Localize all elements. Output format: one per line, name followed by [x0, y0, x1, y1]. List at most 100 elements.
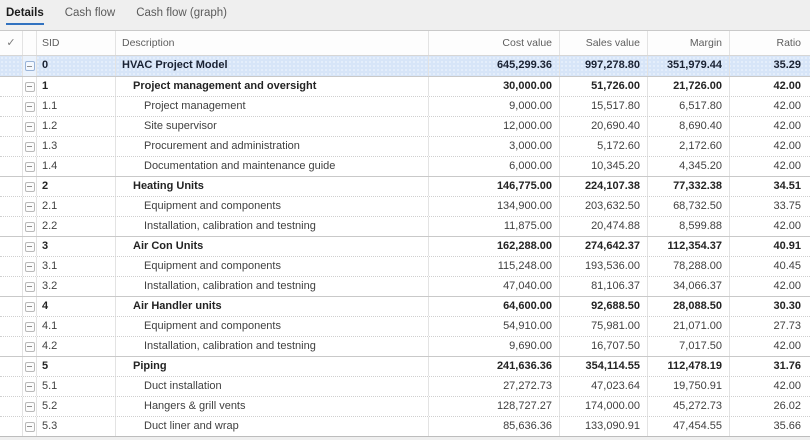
collapse-minus-icon[interactable]	[24, 181, 35, 192]
row-expander-cell[interactable]	[23, 357, 37, 376]
collapse-minus-icon[interactable]	[24, 321, 35, 332]
collapse-minus-icon[interactable]	[24, 221, 35, 232]
row-expander-cell[interactable]	[23, 117, 37, 136]
row-cost-value: 54,910.00	[429, 317, 560, 336]
column-header-sales-value[interactable]: Sales value	[560, 31, 648, 55]
row-expander-cell[interactable]	[23, 337, 37, 356]
collapse-minus-icon[interactable]	[24, 101, 35, 112]
row-ratio: 42.00	[773, 160, 801, 172]
column-header-margin[interactable]: Margin	[648, 31, 730, 55]
row-expander-cell[interactable]	[23, 77, 37, 96]
collapse-minus-icon[interactable]	[24, 341, 35, 352]
tab-cash-flow[interactable]: Cash flow	[65, 0, 116, 23]
row-sid: 5.1	[37, 377, 116, 396]
row-select-cell[interactable]	[0, 277, 23, 296]
row-select-cell[interactable]	[0, 257, 23, 276]
column-header-sid[interactable]: SID	[37, 31, 116, 55]
table-row[interactable]: 5.1 Duct installation 27,272.73 47,023.6…	[0, 376, 810, 396]
row-ratio: 27.73	[773, 320, 801, 332]
row-select-cell[interactable]	[0, 197, 23, 216]
table-row[interactable]: 2.1 Equipment and components 134,900.00 …	[0, 196, 810, 216]
row-select-cell[interactable]	[0, 177, 23, 196]
row-select-cell[interactable]	[0, 117, 23, 136]
table-row[interactable]: 0 HVAC Project Model 645,299.36 997,278.…	[0, 56, 810, 76]
row-expander-cell[interactable]	[23, 197, 37, 216]
row-expander-cell[interactable]	[23, 277, 37, 296]
table-row[interactable]: 4.2 Installation, calibration and testni…	[0, 336, 810, 356]
row-margin: 112,478.19	[648, 357, 730, 376]
tab-cash-flow-graph[interactable]: Cash flow (graph)	[136, 0, 227, 23]
table-row[interactable]: 1.4 Documentation and maintenance guide …	[0, 156, 810, 176]
row-select-cell[interactable]	[0, 56, 23, 76]
row-select-cell[interactable]	[0, 377, 23, 396]
column-header-ratio[interactable]: Ratio	[776, 37, 801, 49]
collapse-minus-icon[interactable]	[24, 241, 35, 252]
row-select-cell[interactable]	[0, 417, 23, 436]
collapse-minus-icon[interactable]	[24, 281, 35, 292]
row-expander-cell[interactable]	[23, 56, 37, 76]
table-row[interactable]: 1 Project management and oversight 30,00…	[0, 76, 810, 96]
row-description: Installation, calibration and testning	[116, 217, 429, 236]
row-description: Site supervisor	[116, 117, 429, 136]
row-select-cell[interactable]	[0, 137, 23, 156]
row-select-cell[interactable]	[0, 77, 23, 96]
row-select-cell[interactable]	[0, 237, 23, 256]
collapse-minus-icon[interactable]	[24, 381, 35, 392]
row-sales-value: 354,114.55	[560, 357, 648, 376]
table-row[interactable]: 2 Heating Units 146,775.00 224,107.38 77…	[0, 176, 810, 196]
table-row[interactable]: 3.1 Equipment and components 115,248.00 …	[0, 256, 810, 276]
row-select-cell[interactable]	[0, 337, 23, 356]
table-row[interactable]: 1.2 Site supervisor 12,000.00 20,690.40 …	[0, 116, 810, 136]
row-expander-cell[interactable]	[23, 297, 37, 316]
table-row[interactable]: 3 Air Con Units 162,288.00 274,642.37 11…	[0, 236, 810, 256]
table-row[interactable]: 2.2 Installation, calibration and testni…	[0, 216, 810, 236]
collapse-minus-icon[interactable]	[24, 81, 35, 92]
row-expander-cell[interactable]	[23, 137, 37, 156]
collapse-minus-icon[interactable]	[24, 121, 35, 132]
column-header-description[interactable]: Description	[116, 31, 429, 55]
row-description: Documentation and maintenance guide	[116, 157, 429, 176]
collapse-minus-icon[interactable]	[24, 261, 35, 272]
collapse-minus-icon[interactable]	[24, 61, 35, 71]
collapse-minus-icon[interactable]	[24, 161, 35, 172]
row-select-cell[interactable]	[0, 397, 23, 416]
collapse-minus-icon[interactable]	[24, 201, 35, 212]
row-expander-cell[interactable]	[23, 217, 37, 236]
row-expander-cell[interactable]	[23, 417, 37, 436]
expander-column-header	[23, 31, 37, 55]
row-description: Piping	[116, 357, 429, 376]
table-row[interactable]: 5.3 Duct liner and wrap 85,636.36 133,09…	[0, 416, 810, 436]
collapse-minus-icon[interactable]	[24, 361, 35, 372]
row-expander-cell[interactable]	[23, 317, 37, 336]
row-select-cell[interactable]	[0, 317, 23, 336]
row-description: HVAC Project Model	[116, 56, 429, 76]
row-expander-cell[interactable]	[23, 377, 37, 396]
table-row[interactable]: 4.1 Equipment and components 54,910.00 7…	[0, 316, 810, 336]
table-row[interactable]: 1.1 Project management 9,000.00 15,517.8…	[0, 96, 810, 116]
table-row[interactable]: 5 Piping 241,636.36 354,114.55 112,478.1…	[0, 356, 810, 376]
table-row[interactable]: 1.3 Procurement and administration 3,000…	[0, 136, 810, 156]
table-row[interactable]: 3.2 Installation, calibration and testni…	[0, 276, 810, 296]
collapse-minus-icon[interactable]	[24, 301, 35, 312]
column-header-cost-value[interactable]: Cost value	[429, 31, 560, 55]
row-expander-cell[interactable]	[23, 177, 37, 196]
table-row[interactable]: 4 Air Handler units 64,600.00 92,688.50 …	[0, 296, 810, 316]
row-sales-value: 193,536.00	[560, 257, 648, 276]
row-expander-cell[interactable]	[23, 157, 37, 176]
table-row[interactable]: 5.2 Hangers & grill vents 128,727.27 174…	[0, 396, 810, 416]
row-expander-cell[interactable]	[23, 97, 37, 116]
row-expander-cell[interactable]	[23, 257, 37, 276]
row-select-cell[interactable]	[0, 217, 23, 236]
row-expander-cell[interactable]	[23, 237, 37, 256]
row-select-cell[interactable]	[0, 97, 23, 116]
row-expander-cell[interactable]	[23, 397, 37, 416]
row-select-cell[interactable]	[0, 157, 23, 176]
collapse-minus-icon[interactable]	[24, 141, 35, 152]
tab-details[interactable]: Details	[6, 0, 44, 25]
collapse-minus-icon[interactable]	[24, 421, 35, 432]
select-all-check-icon[interactable]: ✓	[0, 31, 23, 55]
row-margin: 4,345.20	[648, 157, 730, 176]
row-select-cell[interactable]	[0, 297, 23, 316]
row-select-cell[interactable]	[0, 357, 23, 376]
collapse-minus-icon[interactable]	[24, 401, 35, 412]
